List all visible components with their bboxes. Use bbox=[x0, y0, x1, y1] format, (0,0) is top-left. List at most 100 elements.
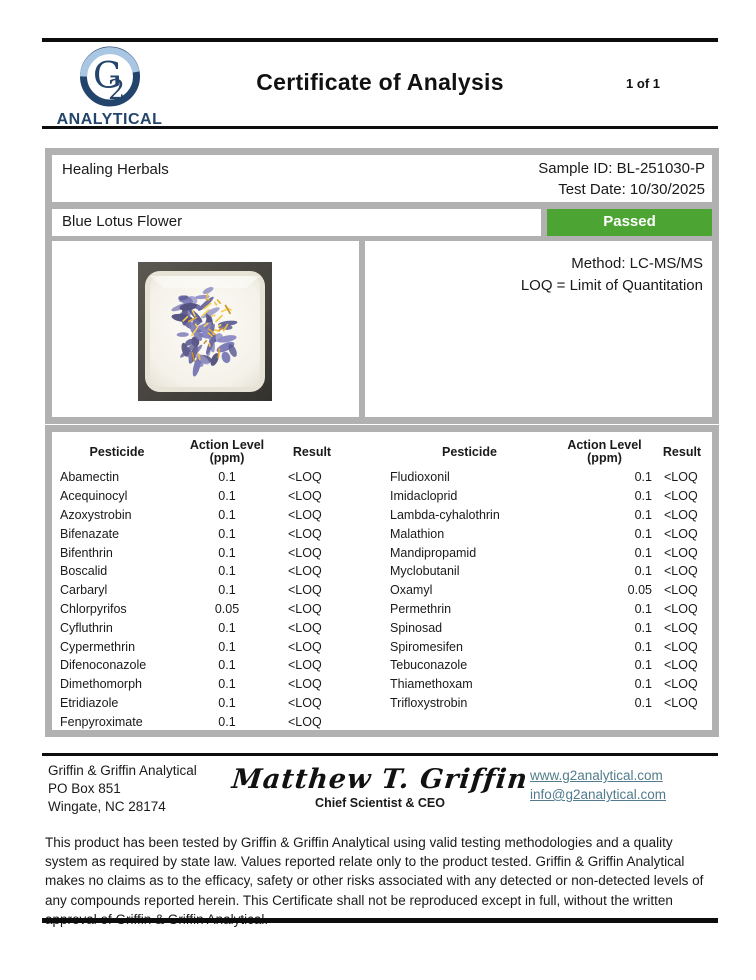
action-level-cell: 0.1 bbox=[218, 564, 236, 579]
sample-meta: Sample ID: BL-251030-P Test Date: 10/30/… bbox=[538, 158, 705, 200]
action-level-cell: 0.1 bbox=[634, 695, 652, 710]
result-cell: <LOQ bbox=[288, 714, 322, 729]
col-pesticide: Pesticide bbox=[89, 444, 145, 459]
pesticide-cell: Fenpyroximate bbox=[60, 714, 143, 729]
client-row: Healing Herbals Sample ID: BL-251030-P T… bbox=[52, 155, 712, 202]
pesticide-cell: Lambda-cyhalothrin bbox=[390, 507, 500, 522]
signature-block: Matthew T. Griffin Chief Scientist & CEO bbox=[45, 764, 715, 810]
results-table-frame: Pesticide Action Level (ppm) Result Abam… bbox=[45, 425, 719, 737]
pesticide-cell: Acequinocyl bbox=[60, 489, 128, 504]
status-badge: Passed bbox=[547, 209, 712, 236]
disclaimer-text: This product has been tested by Griffin … bbox=[45, 835, 704, 927]
action-level-cell: 0.1 bbox=[218, 677, 236, 692]
method-text: Method: LC-MS/MS LOQ = Limit of Quantita… bbox=[521, 253, 703, 297]
svg-text:G: G bbox=[93, 56, 122, 97]
page-count: 1 of 1 bbox=[626, 76, 660, 91]
pesticide-cell: Trifloxystrobin bbox=[390, 695, 468, 710]
pesticide-row: Etridiazole 0.1 <LOQ bbox=[52, 694, 382, 713]
pesticide-cell: Bifenazate bbox=[60, 526, 120, 541]
pesticide-row: Lambda-cyhalothrin 0.1 <LOQ bbox=[382, 506, 712, 525]
col-result: Result bbox=[292, 444, 332, 459]
pesticide-cell: Thiamethoxam bbox=[390, 677, 473, 692]
product-name: Blue Lotus Flower bbox=[62, 213, 183, 230]
action-level-cell: 0.1 bbox=[634, 489, 652, 504]
action-level-cell: 0.1 bbox=[218, 526, 236, 541]
page-title: Certificate of Analysis bbox=[256, 69, 504, 95]
result-cell: <LOQ bbox=[664, 545, 698, 560]
website-link[interactable]: www.g2analytical.com bbox=[530, 768, 663, 783]
result-cell: <LOQ bbox=[664, 639, 698, 654]
action-level-cell: 0.1 bbox=[218, 658, 236, 673]
pesticide-cell: Imidacloprid bbox=[390, 489, 458, 504]
result-cell: <LOQ bbox=[664, 526, 698, 541]
pesticide-cell: Myclobutanil bbox=[390, 564, 460, 579]
result-cell: <LOQ bbox=[288, 639, 322, 654]
action-level-cell: 0.05 bbox=[627, 583, 652, 598]
result-cell: <LOQ bbox=[664, 489, 698, 504]
result-cell: <LOQ bbox=[664, 507, 698, 522]
action-level-cell: 0.1 bbox=[218, 507, 236, 522]
pesticide-cell: Mandipropamid bbox=[390, 545, 477, 560]
table-header: Pesticide Action Level (ppm) Result bbox=[382, 432, 712, 468]
action-level-cell: 0.1 bbox=[218, 639, 236, 654]
pesticide-cell: Fludioxonil bbox=[390, 470, 450, 485]
contact-links: www.g2analytical.com info@g2analytical.c… bbox=[530, 766, 666, 804]
pesticide-cell: Malathion bbox=[390, 526, 445, 541]
table-header: Pesticide Action Level (ppm) Result bbox=[52, 432, 382, 468]
col-action-level: Action Level (ppm) bbox=[567, 438, 642, 465]
col-action-level: Action Level (ppm) bbox=[189, 438, 265, 465]
results-table-left: Pesticide Action Level (ppm) Result Abam… bbox=[52, 432, 382, 730]
action-level-cell: 0.1 bbox=[634, 507, 652, 522]
pesticide-cell: Difenoconazole bbox=[60, 658, 147, 673]
result-cell: <LOQ bbox=[664, 695, 698, 710]
pesticide-row: Malathion 0.1 <LOQ bbox=[382, 524, 712, 543]
result-cell: <LOQ bbox=[288, 489, 322, 504]
action-level-cell: 0.1 bbox=[634, 545, 652, 560]
email-link[interactable]: info@g2analytical.com bbox=[530, 787, 667, 802]
footer: Griffin & Griffin Analytical PO Box 851 … bbox=[45, 760, 715, 830]
method-panel: Method: LC-MS/MS LOQ = Limit of Quantita… bbox=[365, 241, 712, 417]
top-rule bbox=[42, 38, 718, 42]
pesticide-row: Bifenazate 0.1 <LOQ bbox=[52, 524, 382, 543]
pesticide-cell: Boscalid bbox=[60, 564, 108, 579]
action-level-cell: 0.1 bbox=[634, 526, 652, 541]
signer-title: Chief Scientist & CEO bbox=[315, 796, 445, 810]
g2-analytical-logo-icon: G 2 ANALYTICAL bbox=[57, 46, 162, 127]
pesticide-cell: Azoxystrobin bbox=[60, 507, 132, 522]
result-cell: <LOQ bbox=[288, 545, 322, 560]
action-level-cell: 0.1 bbox=[634, 470, 652, 485]
lab-po-box: PO Box 851 bbox=[48, 781, 121, 796]
action-level-cell: 0.1 bbox=[218, 489, 236, 504]
pesticide-cell: Cyfluthrin bbox=[60, 620, 113, 635]
lab-name: Griffin & Griffin Analytical bbox=[48, 763, 197, 778]
pesticide-row: Cypermethrin 0.1 <LOQ bbox=[52, 637, 382, 656]
result-cell: <LOQ bbox=[288, 507, 322, 522]
lab-city-state: Wingate, NC 28174 bbox=[48, 799, 166, 814]
result-cell: <LOQ bbox=[664, 677, 698, 692]
pesticide-row: Myclobutanil 0.1 <LOQ bbox=[382, 562, 712, 581]
lab-address: Griffin & Griffin Analytical PO Box 851 … bbox=[48, 762, 197, 816]
col-result: Result bbox=[662, 444, 702, 459]
pesticide-row: Carbaryl 0.1 <LOQ bbox=[52, 581, 382, 600]
action-level-cell: 0.1 bbox=[634, 658, 652, 673]
sample-info-panel: Healing Herbals Sample ID: BL-251030-P T… bbox=[45, 148, 719, 424]
result-cell: <LOQ bbox=[288, 677, 322, 692]
pesticide-cell: Spinosad bbox=[390, 620, 443, 635]
action-level-cell: 0.1 bbox=[634, 564, 652, 579]
results-table: Pesticide Action Level (ppm) Result Abam… bbox=[52, 432, 712, 730]
header: G 2 ANALYTICAL Certificate of Analysis 1… bbox=[42, 42, 718, 127]
pesticide-row: Abamectin 0.1 <LOQ bbox=[52, 468, 382, 487]
pesticide-row: Thiamethoxam 0.1 <LOQ bbox=[382, 675, 712, 694]
result-cell: <LOQ bbox=[288, 526, 322, 541]
pesticide-row: Difenoconazole 0.1 <LOQ bbox=[52, 656, 382, 675]
product-photo bbox=[138, 262, 272, 401]
test-date: Test Date: 10/30/2025 bbox=[558, 181, 705, 198]
pesticide-cell: Chlorpyrifos bbox=[60, 601, 127, 616]
pesticide-row: Azoxystrobin 0.1 <LOQ bbox=[52, 506, 382, 525]
result-cell: <LOQ bbox=[664, 601, 698, 616]
result-cell: <LOQ bbox=[288, 601, 322, 616]
result-cell: <LOQ bbox=[664, 583, 698, 598]
pesticide-row: Spiromesifen 0.1 <LOQ bbox=[382, 637, 712, 656]
result-cell: <LOQ bbox=[288, 564, 322, 579]
